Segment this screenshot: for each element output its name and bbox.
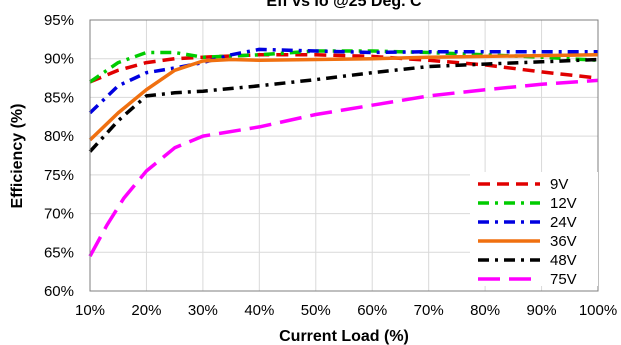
series-line-36v <box>88 53 599 142</box>
legend-label: 48V <box>550 252 577 269</box>
x-tick-labels: 10% 20% 30% 40% 50% 60% 70% 80% 90% 100% <box>75 302 617 319</box>
y-tick-label: 70% <box>44 206 74 223</box>
series-line-9v <box>89 53 599 84</box>
series-line-75v <box>88 78 599 258</box>
x-tick-label: 100% <box>579 302 617 319</box>
y-tick-labels: 60% 65% 70% 75% 80% 85% 90% 95% <box>44 12 74 300</box>
y-tick-label: 65% <box>44 244 74 261</box>
x-tick-label: 50% <box>301 302 331 319</box>
series-line-48v <box>88 57 599 153</box>
x-tick-label: 20% <box>131 302 161 319</box>
x-tick-label: 10% <box>75 302 105 319</box>
legend-label: 24V <box>550 214 577 231</box>
y-tick-label: 90% <box>44 51 74 68</box>
y-tick-label: 80% <box>44 128 74 145</box>
legend: 9V 12V 24V 36V 48V 75V <box>470 172 598 288</box>
legend-label: 75V <box>550 271 577 288</box>
series-line-24v <box>88 47 598 115</box>
y-tick-label: 85% <box>44 89 74 106</box>
x-tick-label: 70% <box>414 302 444 319</box>
y-tick-label: 75% <box>44 167 74 184</box>
y-tick-label: 60% <box>44 283 74 300</box>
y-tick-label: 95% <box>44 12 74 29</box>
y-axis-label: Efficiency (%) <box>9 104 26 209</box>
x-tick-label: 30% <box>188 302 218 319</box>
legend-box <box>470 172 598 286</box>
series-line-12v <box>89 49 599 84</box>
x-axis-label: Current Load (%) <box>279 328 409 345</box>
x-tick-label: 60% <box>357 302 387 319</box>
series-lines <box>88 47 599 258</box>
x-tick-label: 90% <box>527 302 557 319</box>
x-tick-label: 80% <box>470 302 500 319</box>
legend-label: 9V <box>550 176 568 193</box>
chart-title: Eff vs Io @25 Deg. C <box>266 0 422 10</box>
legend-label: 12V <box>550 195 577 212</box>
x-tick-label: 40% <box>244 302 274 319</box>
legend-label: 36V <box>550 233 577 250</box>
plot-border <box>89 19 599 292</box>
